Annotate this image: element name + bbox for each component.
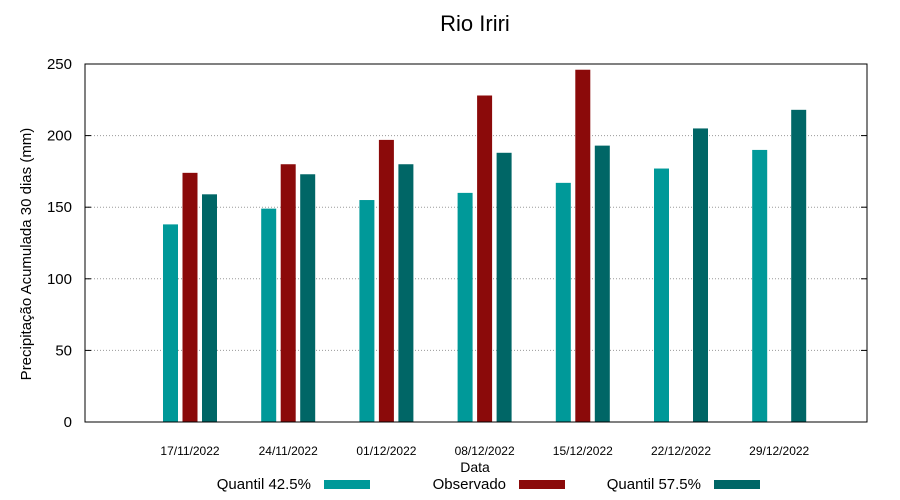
legend-label: Quantil 42.5% — [217, 476, 311, 493]
x-axis-label: Data — [460, 459, 490, 475]
bar-quantil-42-5 — [555, 182, 571, 422]
x-tick-label: 24/11/2022 — [259, 444, 318, 458]
y-tick-label: 100 — [47, 271, 72, 288]
bar-observado — [575, 69, 591, 422]
legend-swatch — [519, 480, 565, 489]
bar-quantil-42-5 — [359, 200, 375, 422]
y-tick-label: 0 — [64, 414, 72, 431]
legend-label: Observado — [433, 476, 506, 493]
x-tick-label: 08/12/2022 — [455, 444, 515, 458]
y-tick-label: 150 — [47, 199, 72, 216]
bar-quantil-57-5 — [791, 109, 807, 422]
y-tick-label: 200 — [47, 128, 72, 145]
legend-swatch — [324, 480, 370, 489]
bar-quantil-57-5 — [496, 152, 512, 422]
bar-quantil-42-5 — [163, 224, 178, 422]
y-tick-label: 250 — [47, 56, 72, 73]
plot-frame — [84, 63, 868, 423]
x-tick-label: 29/12/2022 — [749, 444, 809, 458]
bar-quantil-57-5 — [202, 194, 217, 422]
y-tick-label: 50 — [55, 342, 72, 359]
y-axis-label: Precipitação Acumulada 30 dias (mm) — [18, 128, 35, 381]
bar-quantil-42-5 — [261, 208, 277, 422]
grid-lines — [85, 135, 867, 351]
bar-quantil-57-5 — [693, 128, 708, 422]
x-tick-label: 22/12/2022 — [651, 444, 711, 458]
legend: Quantil 42.5% Observado Quantil 57.5% — [217, 476, 760, 493]
bars — [163, 69, 807, 423]
bar-quantil-42-5 — [752, 149, 768, 423]
bar-quantil-57-5 — [300, 174, 316, 422]
bar-observado — [477, 95, 493, 422]
bar-quantil-42-5 — [457, 192, 473, 422]
bar-quantil-42-5 — [654, 168, 669, 422]
bar-quantil-57-5 — [594, 145, 610, 422]
y-axis-ticks: 0 50 100 150 200 250 — [47, 56, 867, 431]
chart-title: Rio Iriri — [440, 11, 510, 36]
bar-observado — [378, 139, 394, 422]
legend-swatch — [714, 480, 760, 489]
x-tick-label: 01/12/2022 — [356, 444, 416, 458]
x-tick-label: 17/11/2022 — [160, 444, 219, 458]
x-axis-ticks: 17/11/2022 24/11/2022 01/12/2022 08/12/2022… — [160, 444, 809, 458]
bar-observado — [182, 172, 198, 422]
legend-label: Quantil 57.5% — [607, 476, 701, 493]
bar-observado — [280, 164, 296, 423]
x-tick-label: 15/12/2022 — [553, 444, 613, 458]
bar-quantil-57-5 — [398, 164, 414, 423]
